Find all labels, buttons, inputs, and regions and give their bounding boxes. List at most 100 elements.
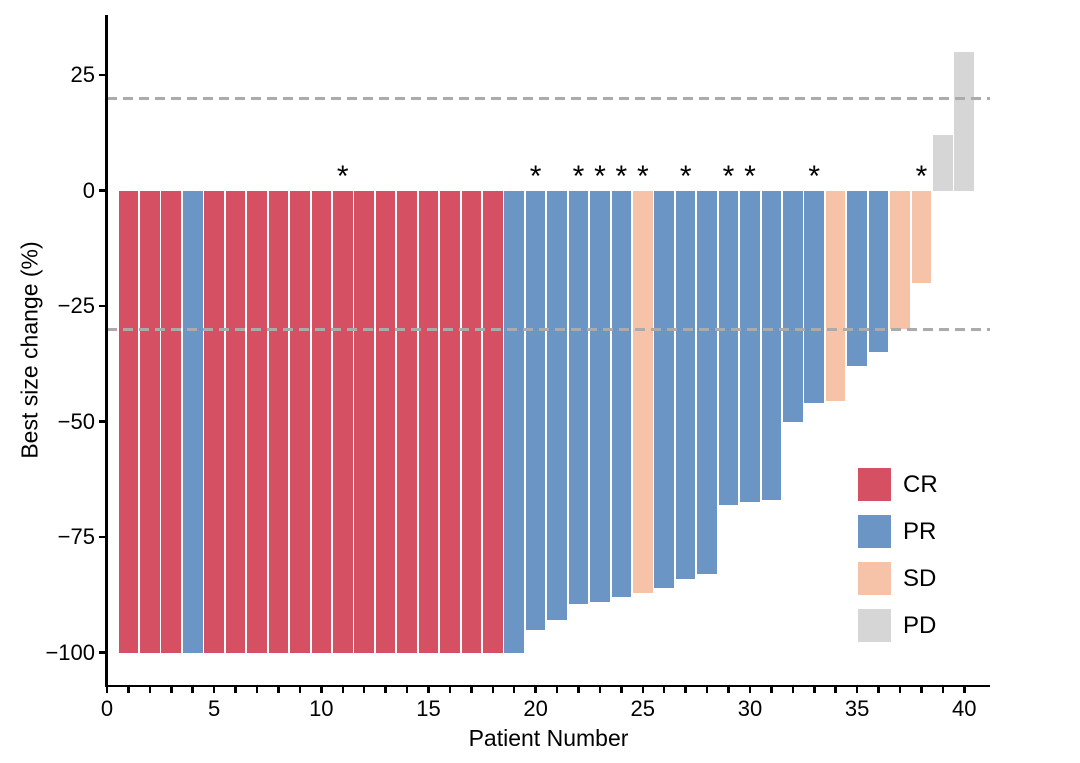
x-tick-mark xyxy=(170,685,173,693)
legend-label-pd: PD xyxy=(903,612,937,639)
asterisk-marker: * xyxy=(594,160,606,193)
x-tick-mark xyxy=(148,685,152,693)
x-tick-mark xyxy=(405,685,409,693)
asterisk-marker: * xyxy=(679,160,692,193)
x-tick-mark xyxy=(598,685,602,693)
patient-bar xyxy=(247,190,267,653)
x-tick-mark xyxy=(470,685,473,693)
asterisk-marker: * xyxy=(722,160,735,193)
x-tick-mark xyxy=(620,685,623,693)
x-tick-label: 5 xyxy=(208,696,221,721)
y-tick-mark xyxy=(99,420,107,423)
asterisk-marker: * xyxy=(572,160,585,193)
patient-bar xyxy=(140,190,160,653)
patient-bar xyxy=(675,190,696,579)
patient-bar xyxy=(590,190,610,602)
x-tick-mark xyxy=(362,685,366,693)
patient-bar xyxy=(890,190,910,330)
x-tick-mark xyxy=(855,685,859,693)
asterisk-marker: * xyxy=(529,160,542,193)
x-tick-mark xyxy=(234,685,237,693)
y-tick-mark xyxy=(99,73,107,77)
x-tick-mark xyxy=(448,685,452,693)
x-tick-label: 0 xyxy=(100,696,114,721)
legend-swatch-pd xyxy=(858,609,891,642)
x-tick-mark xyxy=(191,685,194,693)
reference-line xyxy=(107,327,990,331)
y-tick-label: −25 xyxy=(57,293,95,319)
patient-bar xyxy=(911,190,932,283)
patient-bar xyxy=(954,51,975,191)
y-tick-label: −50 xyxy=(57,408,95,434)
x-tick-mark xyxy=(127,685,130,693)
x-tick-mark xyxy=(684,685,687,693)
patient-bar xyxy=(547,190,567,621)
x-tick-mark xyxy=(920,685,923,693)
x-tick-mark xyxy=(941,685,945,693)
patient-bar xyxy=(418,190,439,653)
patient-bar xyxy=(161,190,182,653)
patient-bar xyxy=(225,190,246,653)
y-tick-mark xyxy=(99,304,107,308)
legend-label-sd: SD xyxy=(903,565,937,592)
y-tick-label: 25 xyxy=(70,62,95,88)
patient-bar xyxy=(633,190,653,593)
patient-bar xyxy=(461,190,482,653)
patient-bar xyxy=(397,190,417,653)
patient-bar xyxy=(268,190,289,653)
patient-bar xyxy=(783,190,803,422)
patient-bar xyxy=(440,190,460,653)
legend-swatch-sd xyxy=(858,562,891,595)
asterisk-marker: * xyxy=(744,160,756,193)
asterisk-marker: * xyxy=(636,160,649,193)
x-tick-mark xyxy=(298,685,302,693)
patient-bar xyxy=(825,190,846,401)
reference-line xyxy=(107,96,990,100)
x-tick-mark xyxy=(491,685,495,693)
x-tick-mark xyxy=(834,685,837,693)
patient-bar xyxy=(697,190,717,575)
y-tick-mark xyxy=(99,535,107,539)
patient-bar xyxy=(525,190,546,630)
patient-bar xyxy=(611,190,632,598)
patient-bar xyxy=(482,190,503,653)
asterisk-marker: * xyxy=(915,160,928,193)
asterisk-marker: * xyxy=(615,160,628,193)
x-tick-mark xyxy=(577,685,580,693)
patient-bar xyxy=(761,190,782,501)
legend-label-cr: CR xyxy=(903,471,938,498)
legend-label-pr: PR xyxy=(903,518,937,545)
x-axis-line xyxy=(105,684,990,687)
x-tick-mark xyxy=(427,685,430,693)
patient-bar xyxy=(804,190,825,404)
x-tick-label: 10 xyxy=(309,696,334,721)
patient-bar xyxy=(354,190,374,653)
patient-bar xyxy=(204,190,224,653)
y-tick-label: 0 xyxy=(82,177,95,203)
x-tick-mark xyxy=(748,685,752,693)
patient-bar xyxy=(568,190,589,605)
x-tick-label: 30 xyxy=(737,696,763,721)
y-tick-mark xyxy=(99,189,107,192)
x-tick-mark xyxy=(813,685,816,693)
patient-bar xyxy=(182,190,203,653)
legend-swatch-cr xyxy=(858,468,891,501)
legend-swatch-pr xyxy=(858,515,891,548)
y-axis-line xyxy=(105,15,108,687)
x-tick-mark xyxy=(341,685,344,693)
x-tick-mark xyxy=(877,685,880,693)
patient-bar xyxy=(718,190,739,505)
x-tick-label: 35 xyxy=(844,696,870,721)
x-tick-mark xyxy=(534,685,537,693)
x-tick-mark xyxy=(555,685,559,693)
x-tick-label: 40 xyxy=(952,696,977,721)
patient-bar xyxy=(740,190,760,503)
x-tick-mark xyxy=(641,685,645,693)
patient-bar xyxy=(290,190,310,653)
x-tick-mark xyxy=(898,685,902,693)
x-tick-mark xyxy=(963,685,966,693)
x-tick-mark xyxy=(277,685,280,693)
asterisk-marker: * xyxy=(336,160,349,193)
patient-bar xyxy=(933,135,953,191)
